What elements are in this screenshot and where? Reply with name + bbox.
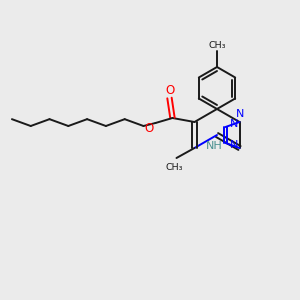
Text: N: N — [230, 140, 239, 150]
Text: CH₃: CH₃ — [208, 40, 226, 50]
Text: N: N — [230, 119, 239, 129]
Text: O: O — [166, 83, 175, 97]
Text: O: O — [145, 122, 154, 134]
Text: CH₃: CH₃ — [166, 163, 183, 172]
Text: N: N — [236, 109, 245, 119]
Text: NH: NH — [206, 141, 222, 151]
